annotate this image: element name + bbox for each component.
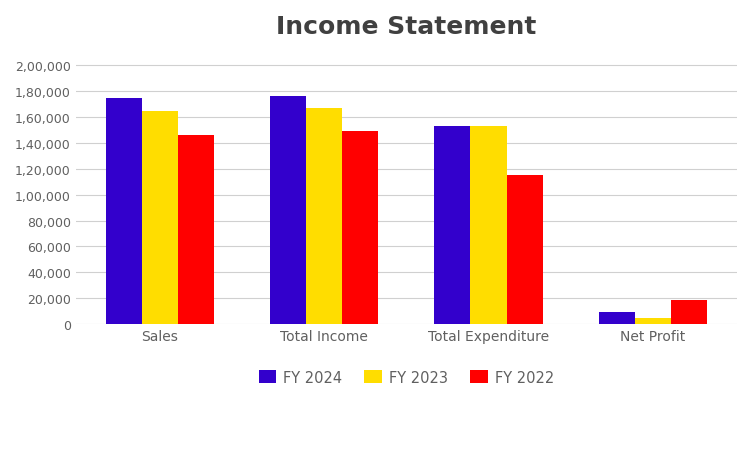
Bar (507, 176, 543, 324)
Legend: FY 2024, FY 2023, FY 2022: FY 2024, FY 2023, FY 2022 (253, 364, 560, 391)
Bar (599, 313, 635, 324)
Bar (306, 109, 342, 324)
Bar (635, 318, 671, 324)
Bar (142, 111, 178, 324)
Bar (435, 127, 471, 324)
Bar (106, 98, 142, 324)
Bar (342, 132, 378, 324)
Bar (471, 127, 507, 324)
Bar (178, 136, 214, 324)
Title: Income Statement: Income Statement (276, 15, 537, 39)
Bar (671, 300, 707, 324)
Bar (270, 97, 306, 324)
